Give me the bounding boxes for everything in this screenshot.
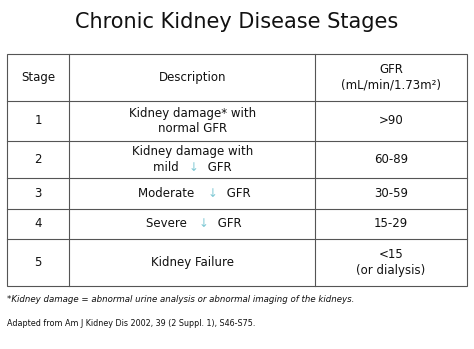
Text: Kidney damage* with: Kidney damage* with <box>128 107 256 120</box>
Text: 3: 3 <box>35 187 42 200</box>
Text: Moderate: Moderate <box>138 187 198 200</box>
Text: 2: 2 <box>35 153 42 166</box>
Text: GFR: GFR <box>379 64 403 76</box>
Text: *Kidney damage = abnormal urine analysis or abnormal imaging of the kidneys.: *Kidney damage = abnormal urine analysis… <box>7 295 355 304</box>
Text: Stage: Stage <box>21 71 55 84</box>
Text: mild: mild <box>153 161 183 174</box>
Text: 5: 5 <box>35 256 42 269</box>
Text: (or dialysis): (or dialysis) <box>356 264 426 277</box>
Text: GFR: GFR <box>204 161 231 174</box>
Text: Adapted from Am J Kidney Dis 2002, 39 (2 Suppl. 1), S46-S75.: Adapted from Am J Kidney Dis 2002, 39 (2… <box>7 319 255 328</box>
Text: >90: >90 <box>379 114 403 127</box>
Text: Description: Description <box>158 71 226 84</box>
Text: 60-89: 60-89 <box>374 153 408 166</box>
Text: 30-59: 30-59 <box>374 187 408 200</box>
Text: GFR: GFR <box>223 187 251 200</box>
Text: 15-29: 15-29 <box>374 217 408 230</box>
Text: Chronic Kidney Disease Stages: Chronic Kidney Disease Stages <box>75 12 399 32</box>
FancyBboxPatch shape <box>7 54 467 286</box>
Text: ↓: ↓ <box>189 161 198 174</box>
Text: <15: <15 <box>379 248 403 261</box>
Text: Severe: Severe <box>146 217 190 230</box>
Text: normal GFR: normal GFR <box>158 122 227 135</box>
Text: 1: 1 <box>35 114 42 127</box>
Text: ↓: ↓ <box>208 187 218 200</box>
Text: 4: 4 <box>35 217 42 230</box>
Text: (mL/min/1.73m²): (mL/min/1.73m²) <box>341 79 441 92</box>
Text: ↓: ↓ <box>198 217 208 230</box>
Text: GFR: GFR <box>213 217 241 230</box>
Text: Kidney Failure: Kidney Failure <box>151 256 234 269</box>
Text: Kidney damage with: Kidney damage with <box>132 145 253 158</box>
